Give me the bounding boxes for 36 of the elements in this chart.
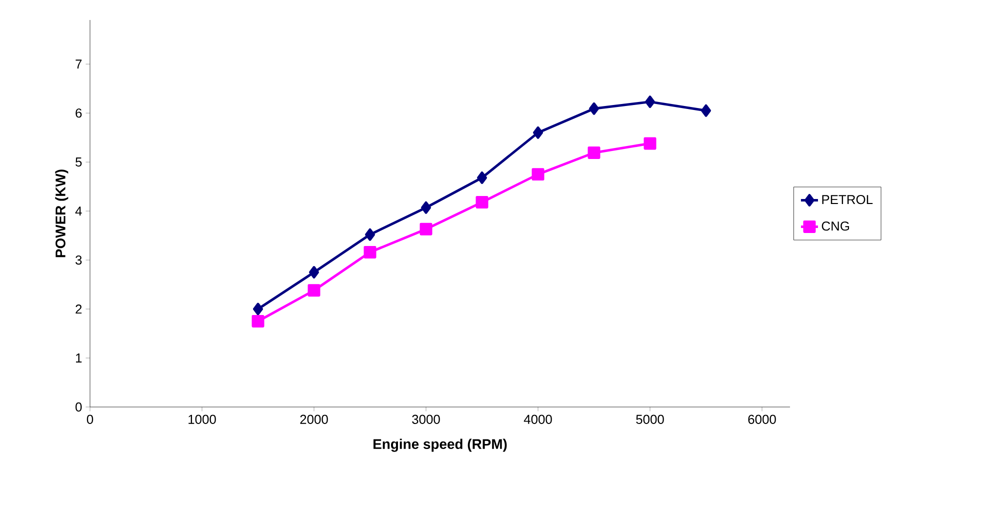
y-tick-label: 3 [76, 255, 82, 265]
point [644, 137, 656, 150]
x-tick-label: 1000 [188, 414, 216, 424]
point [477, 171, 488, 184]
point [533, 126, 544, 139]
x-tick-label: 5000 [636, 414, 664, 424]
point [421, 201, 432, 214]
y-tick-label: 4 [75, 206, 82, 216]
y-tick-label: 7 [76, 60, 82, 69]
point [701, 104, 712, 117]
point [365, 228, 375, 241]
point [309, 266, 319, 279]
x-tick-label: 4000 [524, 414, 552, 424]
point [308, 284, 320, 297]
y-tick-label: 1 [76, 354, 82, 362]
legend-label: CNG [822, 221, 850, 231]
y-tick-label: 2 [76, 304, 82, 314]
y-axis-title: POWER (KW) [55, 170, 68, 258]
point [252, 315, 264, 328]
legend-label: PETROL [822, 194, 873, 204]
point [476, 196, 488, 208]
x-tick-label: 2000 [300, 414, 328, 424]
point [645, 96, 656, 108]
y-tick-label: 0 [76, 402, 82, 412]
y-tick-label: 6 [76, 108, 82, 118]
x-tick-label: 6000 [748, 414, 776, 424]
x-axis-title: Engine speed (RPM) [374, 438, 507, 452]
point [589, 102, 600, 115]
point [532, 168, 544, 181]
y-tick-label: 5 [76, 158, 82, 167]
point [588, 146, 600, 160]
x-tick-label: 0 [86, 414, 94, 424]
point [253, 302, 263, 316]
point [364, 246, 376, 258]
x-tick-label: 3000 [412, 414, 440, 424]
point [420, 222, 432, 236]
